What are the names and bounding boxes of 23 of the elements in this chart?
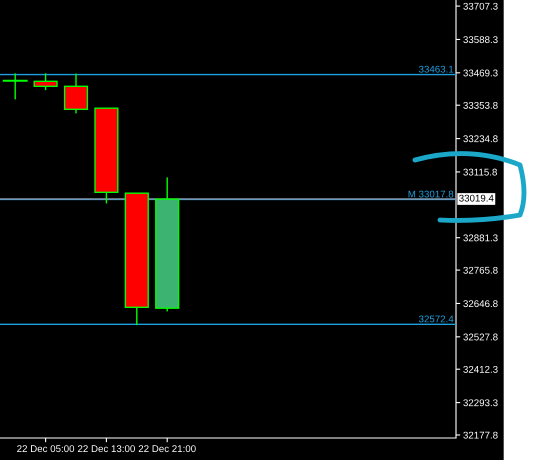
y-tick-label: 32412.3 <box>463 366 498 373</box>
candlestick <box>155 177 180 312</box>
ref-line-label: 33019.4 <box>459 194 494 202</box>
x-tick-label: 22 Dec 21:00 <box>138 445 196 452</box>
ref-line-label: M 33017.8 <box>408 190 454 198</box>
y-tick-label: 33707.3 <box>463 2 498 10</box>
y-tick-label: 32646.8 <box>463 300 498 308</box>
ref-line-label: 33463.1 <box>418 66 454 73</box>
candlestick <box>34 73 58 90</box>
y-tick-label: 33588.3 <box>463 36 498 44</box>
candlestick <box>2 73 28 100</box>
y-tick-label: 32293.3 <box>463 399 498 406</box>
y-tick-label: 33353.8 <box>463 102 498 109</box>
x-tick-label: 22 Dec 05:00 <box>17 445 74 452</box>
x-tick-label: 22 Dec 13:00 <box>78 445 135 452</box>
y-tick-label: 32527.8 <box>463 334 498 340</box>
y-tick-label: 33234.8 <box>463 135 498 142</box>
y-tick-label: 33469.3 <box>463 70 498 76</box>
y-tick-label: 33115.8 <box>463 168 497 176</box>
y-tick-label: 32765.8 <box>463 266 498 274</box>
y-tick-label: 32881.3 <box>463 234 498 242</box>
ref-line-label: 32572.4 <box>418 316 454 322</box>
y-tick-label: 32177.8 <box>463 432 498 439</box>
